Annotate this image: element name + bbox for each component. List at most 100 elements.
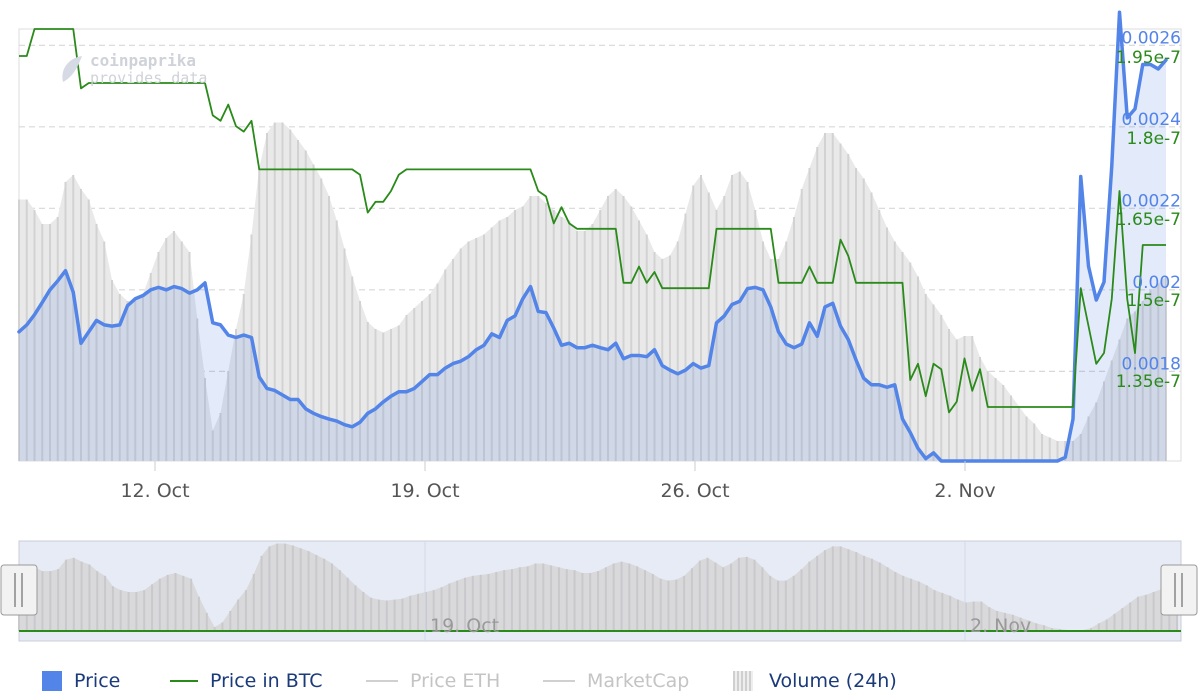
volume-bar	[785, 241, 788, 461]
volume-bar	[250, 234, 253, 461]
navigator-volume-bar	[698, 560, 701, 631]
navigator-left-handle[interactable]	[0, 564, 38, 616]
navigator-volume-bar	[847, 549, 850, 631]
navigator-volume-bar	[753, 559, 756, 631]
volume-bar	[723, 196, 726, 461]
navigator-volume-bar	[894, 572, 897, 631]
navigator-volume-bar	[925, 585, 928, 631]
legend-item-price[interactable]: Price	[42, 664, 120, 698]
navigator-right-handle[interactable]	[1160, 564, 1198, 616]
line-swatch-icon	[366, 680, 398, 682]
volume-bar	[886, 227, 888, 461]
navigator-volume-bar	[464, 577, 467, 631]
navigator-volume-bar	[1003, 612, 1006, 631]
navigator-volume-bar	[362, 592, 365, 631]
volume-bar	[1041, 434, 1043, 461]
volume-bar	[80, 189, 82, 461]
navigator-volume-bar	[182, 575, 185, 631]
navigator-volume-bar	[855, 552, 858, 631]
watermark-title: coinpaprika	[90, 51, 196, 70]
navigator-volume-bar	[370, 597, 373, 631]
navigator-volume-bar	[1136, 596, 1139, 631]
navigator-volume-bar	[667, 580, 670, 631]
navigator-volume-bar	[620, 561, 623, 631]
volume-bar	[847, 154, 850, 461]
navigator[interactable]: 19. Oct 2. Nov	[0, 540, 1198, 642]
navigator-volume-bar	[393, 599, 396, 631]
volume-bar	[986, 371, 989, 461]
volume-bar	[72, 175, 75, 461]
volume-bar	[405, 315, 408, 461]
volume-bar	[235, 329, 237, 461]
volume-bar	[537, 196, 540, 461]
navigator-volume-bar	[104, 575, 107, 631]
navigator-volume-bar	[675, 579, 678, 631]
navigator-volume-bar	[213, 627, 216, 631]
price-series	[17, 10, 1168, 463]
volume-bar	[715, 210, 718, 461]
navigator-volume-bar	[111, 586, 114, 631]
navigator-volume-bar	[910, 578, 913, 631]
navigator-volume-bar	[792, 575, 795, 631]
navigator-volume-bar	[917, 581, 920, 631]
x-tick-label: 19. Oct	[390, 480, 459, 502]
legend-item-price-eth[interactable]: Price ETH	[366, 664, 500, 698]
navigator-volume-bar	[127, 592, 130, 631]
volume-bar	[622, 196, 625, 461]
legend-label: Price in BTC	[210, 670, 323, 692]
volume-bar	[1010, 395, 1012, 461]
volume-bar	[1095, 402, 1098, 461]
volume-bar	[901, 252, 904, 461]
volume-bar	[924, 294, 927, 461]
volume-series	[18, 122, 1167, 461]
navigator-volume-bar	[401, 598, 404, 631]
navigator-volume-bar	[933, 590, 936, 631]
navigator-volume-bar	[197, 596, 200, 631]
btc-axis-tick: 1.5e-7	[1127, 291, 1181, 311]
volume-bar	[1103, 381, 1105, 461]
volume-bar	[95, 224, 98, 461]
volume-bar	[839, 143, 842, 461]
volume-bar	[707, 192, 710, 461]
volume-bar	[521, 206, 524, 461]
navigator-volume-bar	[581, 573, 584, 631]
navigator-volume-bar	[385, 600, 388, 631]
navigator-volume-bar	[972, 601, 975, 631]
navigator-volume-bar	[338, 570, 341, 631]
volume-bar	[870, 192, 873, 461]
navigator-volume-bar	[761, 567, 764, 631]
navigator-volume-bar	[886, 567, 889, 631]
navigator-volume-bar	[495, 572, 498, 631]
price-axis-tick: 0.002	[1132, 273, 1181, 293]
legend-label: Price ETH	[410, 670, 501, 692]
navigator-volume-bar	[331, 563, 333, 631]
legend-item-price-in-btc[interactable]: Price in BTC	[170, 664, 323, 698]
volume-bar	[351, 276, 354, 461]
volume-bar	[979, 357, 981, 461]
legend-label: MarketCap	[587, 670, 690, 692]
x-tick-label: 26. Oct	[660, 480, 729, 502]
navigator-volume-bar	[479, 574, 482, 631]
volume-bar	[862, 178, 865, 461]
navigator-volume-bar	[346, 577, 349, 631]
legend-item-volume[interactable]: Volume (24h)	[733, 664, 897, 698]
volume-bar	[498, 220, 501, 461]
volume-bar	[700, 175, 702, 461]
volume-bar	[607, 196, 609, 461]
volume-bar	[599, 210, 602, 461]
x-tick-label: 12. Oct	[120, 480, 189, 502]
legend-item-marketcap[interactable]: MarketCap	[543, 664, 689, 698]
navigator-volume-bar	[949, 595, 952, 631]
navigator-volume-bar	[284, 543, 287, 631]
coinpaprika-watermark: coinpaprika provides data	[62, 51, 207, 87]
navigator-volume-bar	[432, 590, 435, 631]
volume-bar	[281, 122, 284, 461]
volume-bar	[312, 164, 315, 461]
navigator-volume-bar	[722, 567, 725, 631]
volume-bar	[196, 318, 199, 461]
volume-bar	[173, 231, 175, 461]
price-swatch-icon	[42, 671, 62, 691]
volume-bar	[452, 259, 454, 461]
navigator-volume-bar	[72, 557, 75, 631]
navigator-volume-bar	[354, 585, 357, 631]
